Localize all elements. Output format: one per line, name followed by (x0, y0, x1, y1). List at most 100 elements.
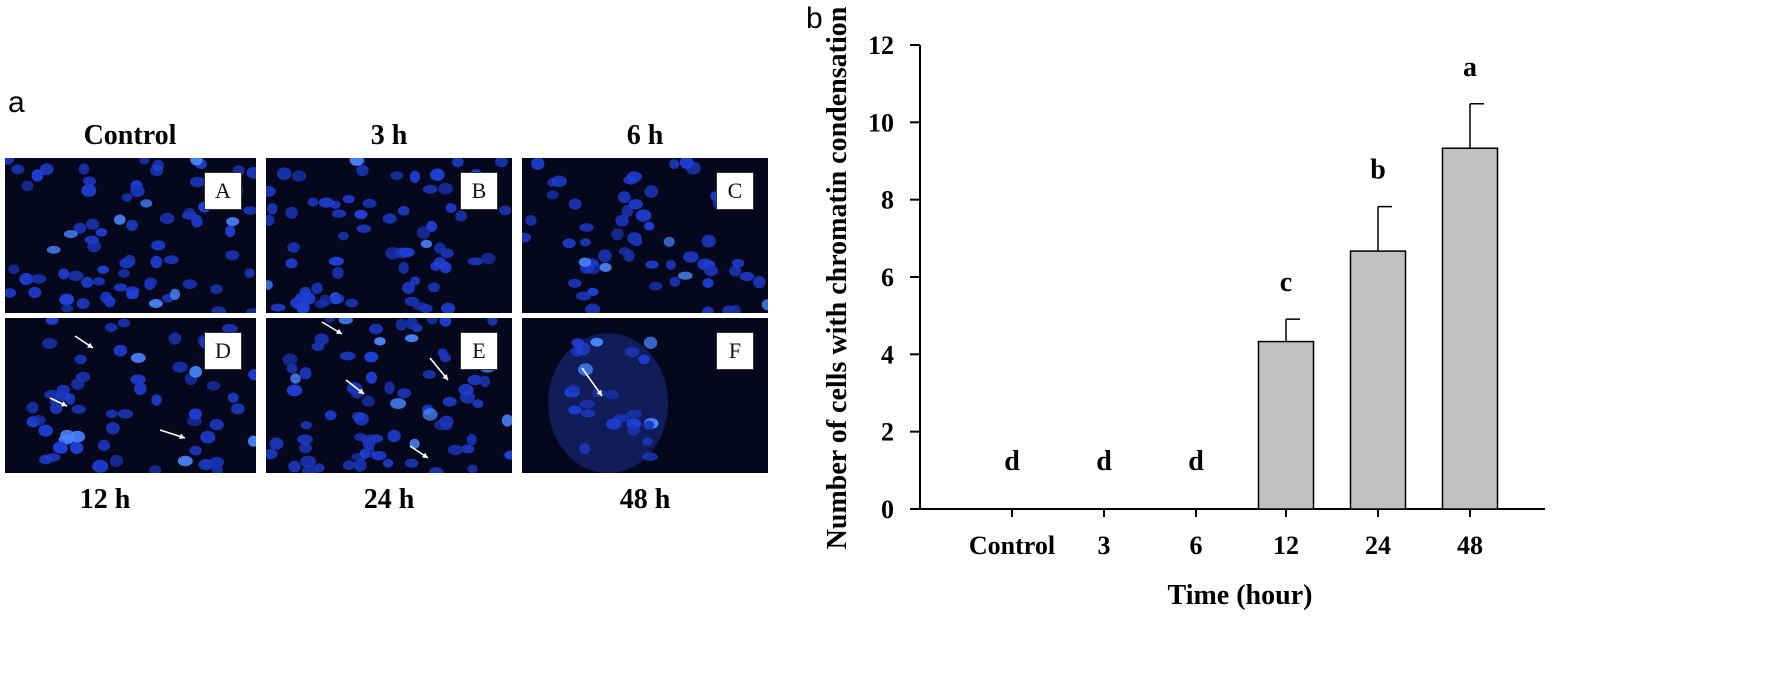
nucleus (21, 180, 34, 192)
arrow-icon (581, 367, 603, 397)
title-6h: 6 h (626, 120, 664, 151)
nucleus (332, 266, 344, 279)
nucleus (78, 163, 90, 175)
nucleus (644, 185, 659, 198)
nucleus (26, 401, 39, 414)
nucleus (211, 306, 226, 313)
nucleus (644, 221, 655, 231)
nucleus (267, 202, 278, 215)
nucleus (669, 159, 680, 170)
nucleus (39, 454, 53, 465)
nucleus (296, 301, 310, 313)
nucleus (150, 255, 163, 269)
nucleus (266, 214, 275, 226)
nucleus (349, 158, 364, 166)
nucleus (97, 265, 109, 274)
nucleus (209, 419, 224, 431)
y-tick-label: 6 (881, 263, 894, 292)
nucleus (123, 254, 136, 267)
nucleus (422, 369, 436, 379)
nucleus (627, 232, 642, 245)
nucleus (286, 364, 298, 374)
significance-label: d (1004, 446, 1020, 477)
nucleus (416, 226, 431, 239)
nucleus (200, 430, 216, 444)
nucleus (191, 214, 203, 228)
nucleus (567, 384, 580, 394)
nucleus (182, 279, 197, 290)
nucleus (428, 467, 444, 473)
title-3h: 3 h (370, 120, 408, 151)
nucleus (58, 268, 70, 280)
nucleus (351, 411, 365, 421)
nucleus (410, 276, 421, 286)
nucleus (243, 206, 256, 215)
nucleus (364, 351, 379, 363)
nucleus (295, 292, 310, 302)
nucleus (38, 424, 53, 437)
nucleus (95, 228, 108, 237)
nucleus (398, 261, 409, 274)
nucleus (472, 399, 484, 408)
nucleus (398, 206, 410, 216)
title-12h: 12 h (79, 484, 131, 515)
arrowhead-icon (596, 390, 602, 396)
nucleus (467, 464, 478, 473)
nucleus (411, 324, 423, 333)
nucleus (314, 333, 329, 345)
nucleus (649, 281, 663, 291)
y-tick-label: 0 (881, 495, 894, 524)
nucleus (286, 384, 303, 397)
nucleus (19, 272, 34, 286)
nucleus (121, 193, 133, 202)
nucleus (480, 252, 496, 265)
nucleus (669, 276, 681, 287)
nucleus (331, 209, 347, 218)
image-label-a: A (204, 172, 242, 210)
nucleus (266, 185, 276, 197)
nucleus (354, 433, 367, 442)
image-label-d: D (204, 332, 242, 370)
nucleus (338, 318, 353, 325)
bar (1257, 340, 1315, 510)
nucleus (8, 264, 20, 275)
nucleus (638, 354, 650, 365)
nucleus (525, 215, 537, 226)
nucleus (382, 459, 394, 468)
image-label-b: B (460, 172, 498, 210)
nucleus (46, 245, 61, 254)
nucleus (301, 465, 318, 473)
nucleus (371, 451, 387, 461)
micrograph-control: A (5, 158, 256, 313)
nucleus (531, 158, 545, 170)
nucleus (702, 278, 714, 289)
nucleus (83, 176, 97, 186)
nucleus (139, 158, 150, 165)
nucleus (487, 318, 498, 326)
nucleus (113, 283, 128, 292)
nucleus (366, 371, 377, 384)
nucleus (134, 382, 147, 395)
nucleus (547, 177, 558, 187)
nucleus (426, 318, 438, 325)
image-label-c: C (716, 172, 754, 210)
nucleus (441, 302, 456, 313)
nucleus (270, 303, 286, 312)
nucleus (118, 268, 130, 278)
nucleus (645, 260, 659, 269)
micrograph-canvas (5, 318, 256, 473)
nucleus (151, 394, 162, 406)
nucleus (546, 190, 559, 200)
nucleus (209, 456, 225, 468)
nucleus (39, 163, 54, 176)
nucleus (97, 439, 111, 452)
nucleus (291, 170, 307, 182)
significance-label: a (1463, 52, 1477, 83)
nucleus (451, 158, 464, 168)
nucleus (434, 242, 446, 254)
nucleus (276, 167, 292, 180)
image-label-e: E (460, 332, 498, 370)
nucleus (164, 255, 179, 265)
nucleus (189, 445, 202, 456)
nucleus (635, 209, 652, 222)
